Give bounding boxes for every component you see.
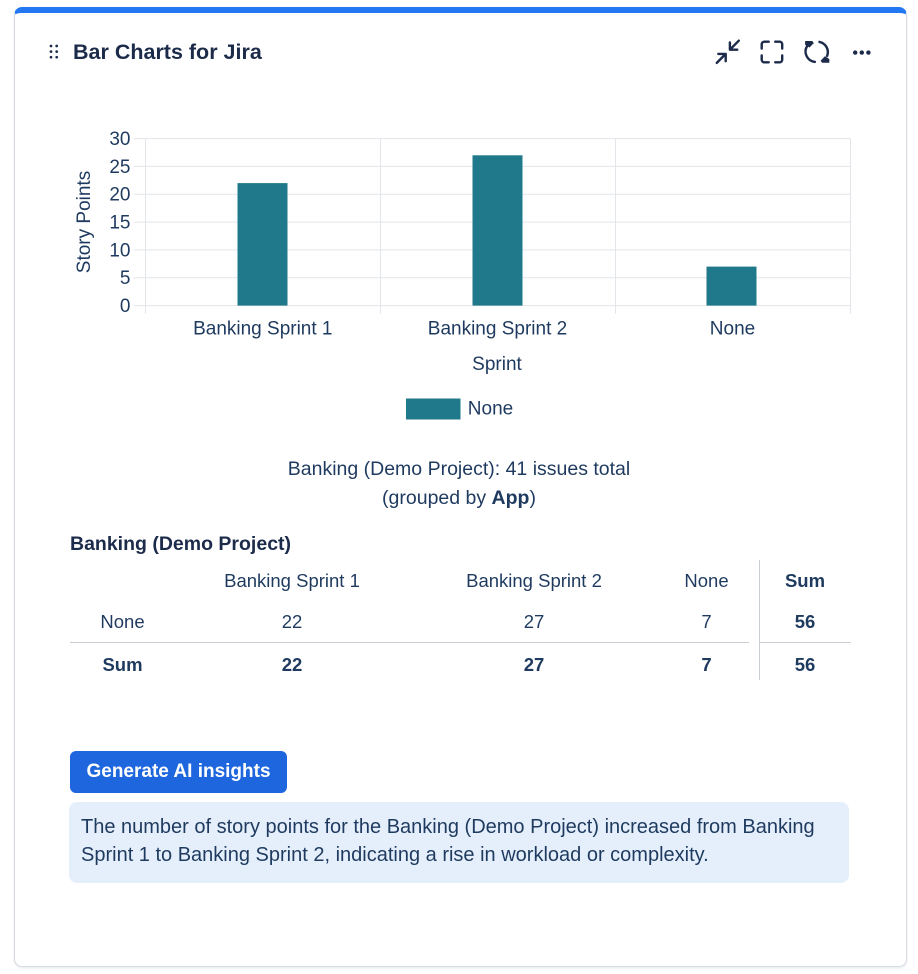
svg-text:0: 0 <box>120 296 131 317</box>
svg-text:15: 15 <box>109 213 130 234</box>
svg-text:None: None <box>710 318 755 339</box>
svg-text:Banking Sprint 1: Banking Sprint 1 <box>193 318 332 339</box>
svg-text:20: 20 <box>109 185 130 206</box>
svg-text:30: 30 <box>109 129 130 150</box>
svg-text:10: 10 <box>109 240 130 261</box>
svg-text:Story Points: Story Points <box>74 171 95 273</box>
svg-text:Banking Sprint 2: Banking Sprint 2 <box>428 318 567 339</box>
svg-text:None: None <box>468 398 513 419</box>
svg-text:5: 5 <box>120 268 131 289</box>
svg-text:25: 25 <box>109 157 130 178</box>
svg-text:Sprint: Sprint <box>472 354 522 375</box>
